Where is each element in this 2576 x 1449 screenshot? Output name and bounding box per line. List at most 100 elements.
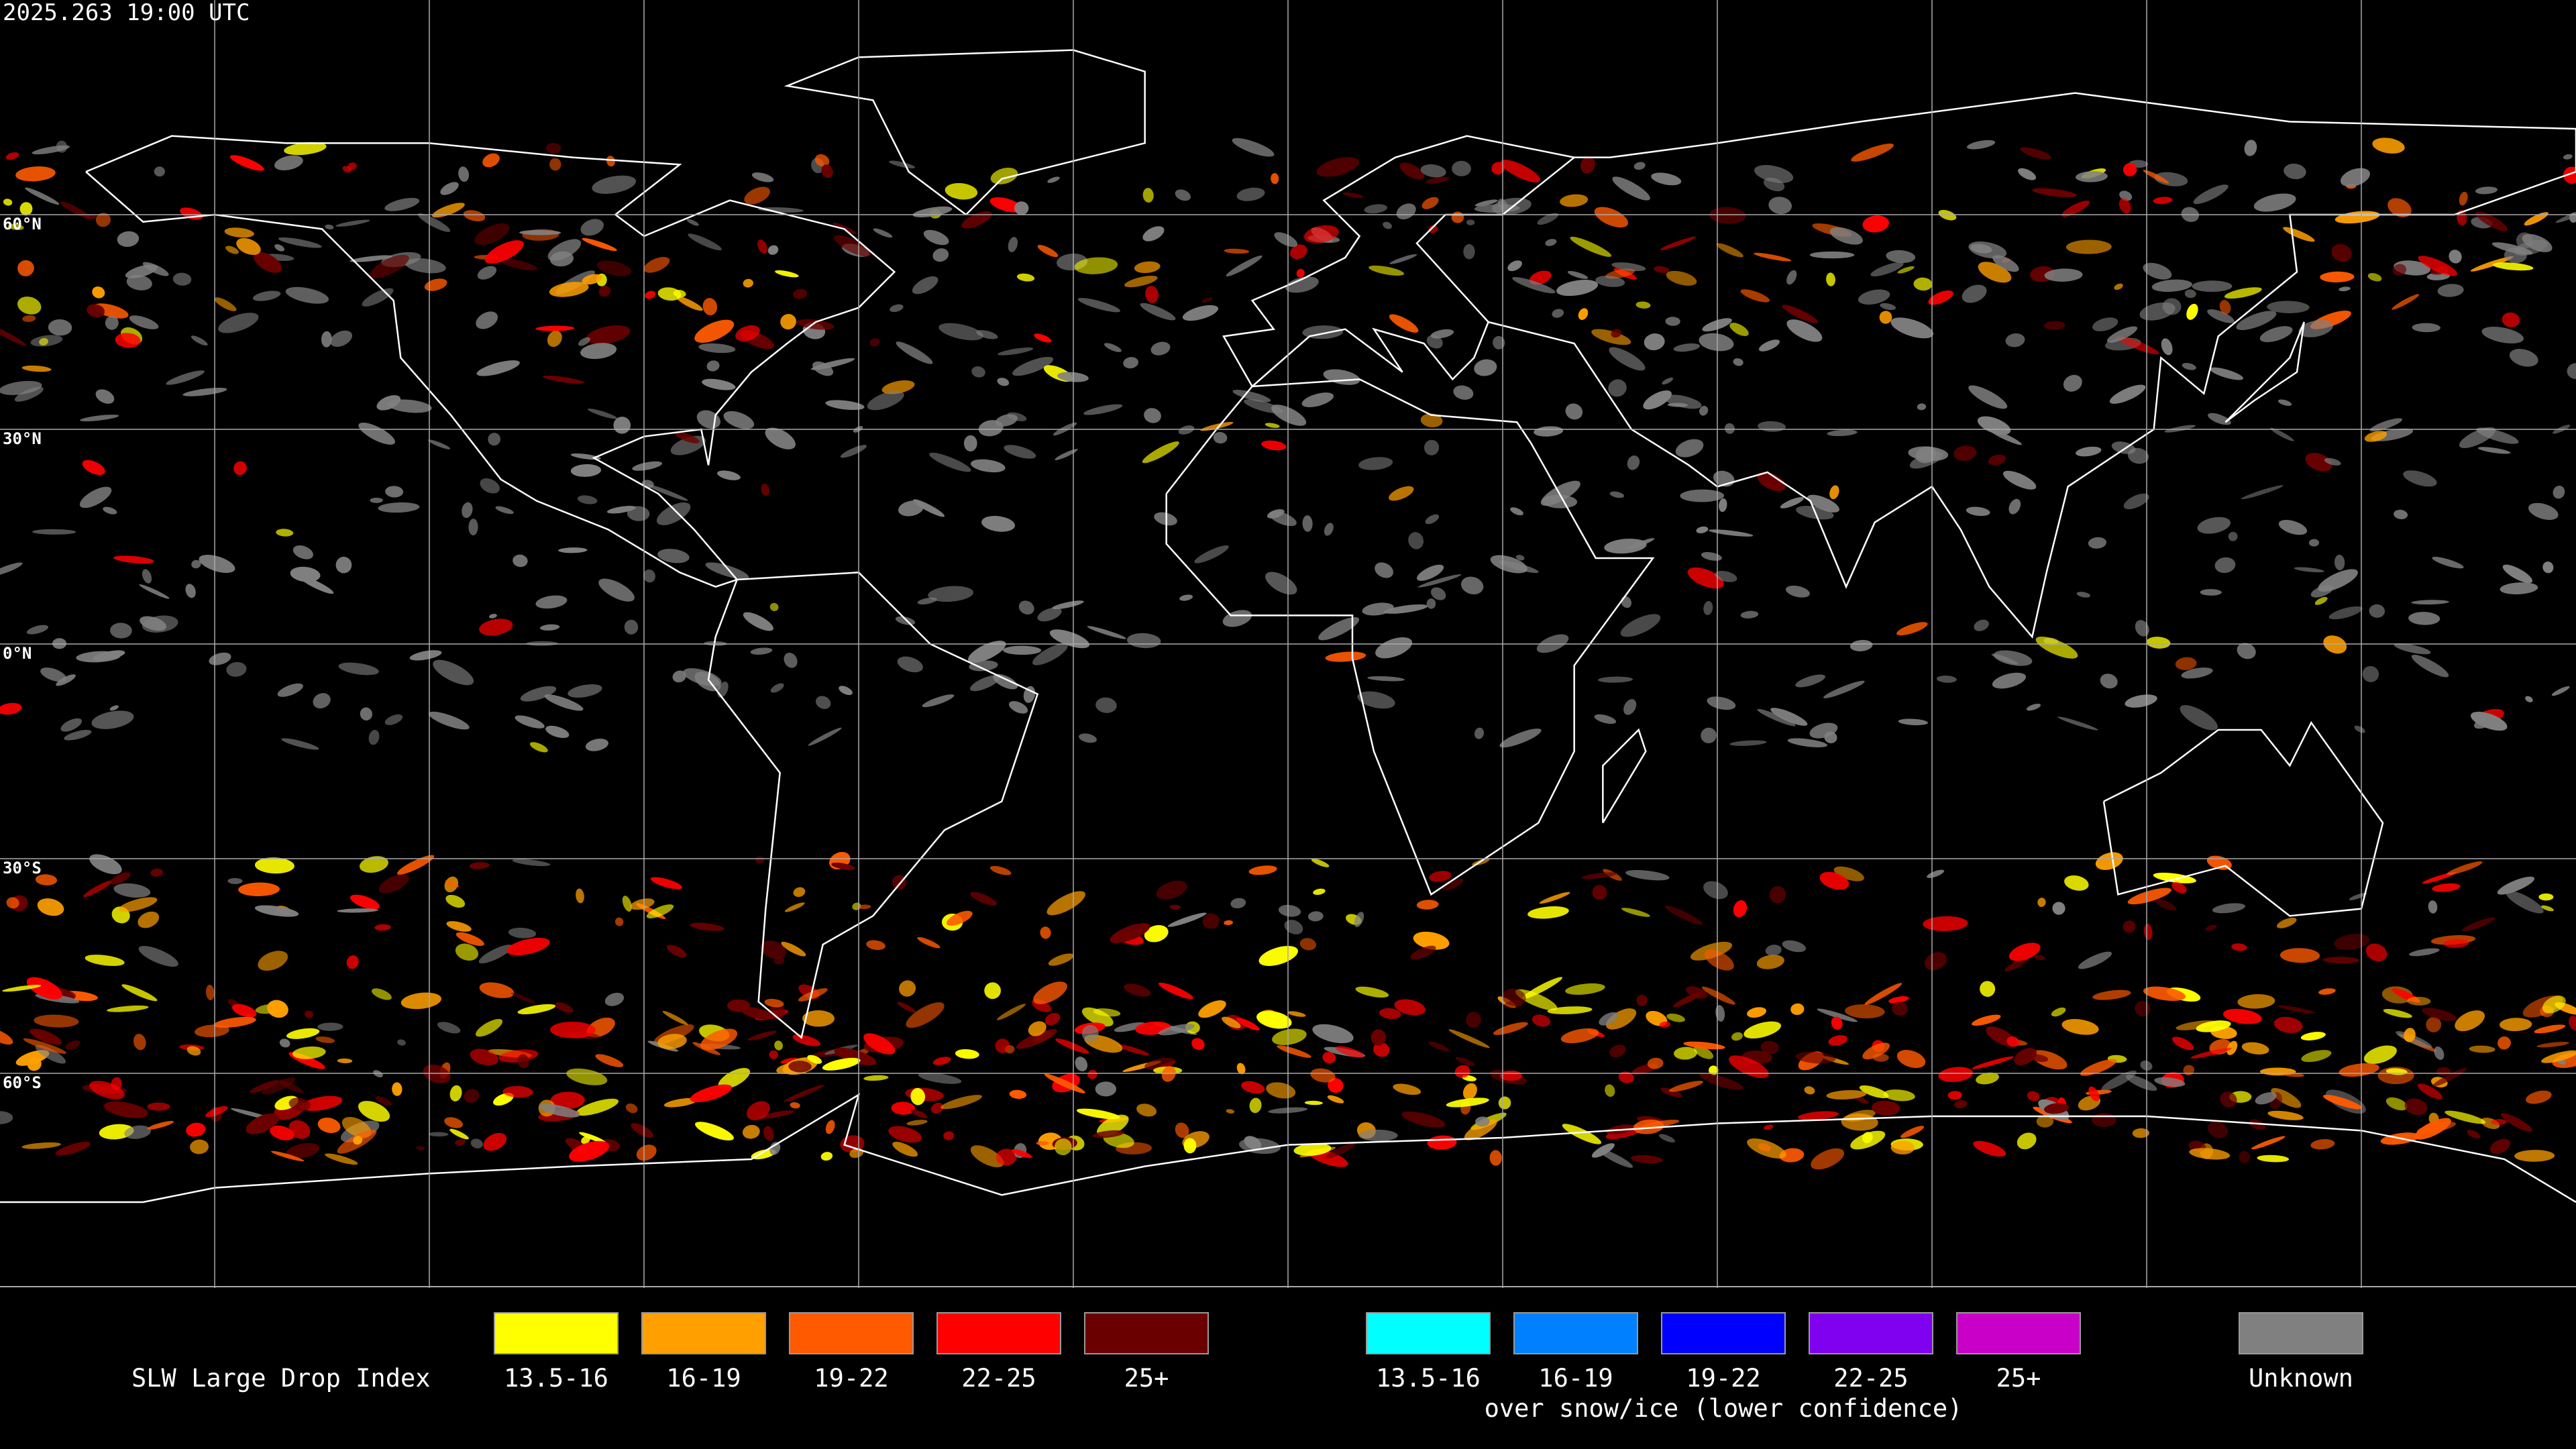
cloud-patch xyxy=(226,661,247,677)
cloud-patch xyxy=(881,380,915,394)
cloud-patch xyxy=(205,984,215,1001)
cloud-patch xyxy=(943,1131,955,1140)
cloud-patch xyxy=(2459,427,2496,448)
cloud-patch xyxy=(1008,237,1018,252)
cloud-patch xyxy=(2014,1047,2037,1065)
cloud-patch xyxy=(1644,333,1665,351)
cloud-patch xyxy=(1591,329,1631,345)
cloud-patch xyxy=(636,1144,657,1161)
cloud-patch xyxy=(384,714,403,725)
cloud-patch xyxy=(105,315,119,330)
cloud-patch xyxy=(1591,1143,1615,1158)
cloud-patch xyxy=(277,683,303,697)
cloud-patch xyxy=(767,245,779,255)
cloud-patch xyxy=(928,586,973,602)
cloud-patch xyxy=(1049,629,1089,649)
cloud-patch xyxy=(1666,1013,1685,1022)
cloud-patch xyxy=(292,545,313,559)
cloud-patch xyxy=(2143,986,2186,1002)
cloud-patch xyxy=(2181,667,2213,679)
cloud-patch xyxy=(2404,1028,2416,1042)
cloud-patch xyxy=(2525,696,2533,702)
cloud-patch xyxy=(1809,722,1838,739)
cloud-patch xyxy=(582,274,602,285)
cloud-patch xyxy=(1142,188,1154,203)
cloud-patch xyxy=(1055,1038,1089,1054)
cloud-patch xyxy=(1708,529,1754,537)
cloud-patch xyxy=(2006,1036,2020,1047)
cloud-patch xyxy=(580,343,617,360)
cloud-patch xyxy=(115,333,141,348)
cloud-patch xyxy=(2220,1091,2237,1108)
cloud-patch xyxy=(995,1038,1010,1053)
cloud-patch xyxy=(1819,871,1849,890)
cloud-patch xyxy=(2475,186,2498,195)
cloud-patch xyxy=(814,154,830,167)
cloud-patch xyxy=(1701,986,1735,1005)
cloud-patch xyxy=(570,464,602,477)
cloud-patch xyxy=(480,478,500,494)
cloud-patch xyxy=(1145,285,1159,303)
cloud-patch xyxy=(1213,431,1228,444)
cloud-patch xyxy=(932,248,949,262)
cloud-patch xyxy=(2123,920,2136,933)
cloud-patch xyxy=(1731,1032,1743,1041)
cloud-patch xyxy=(1765,945,1782,956)
cloud-patch xyxy=(2146,637,2171,649)
cloud-patch xyxy=(840,445,867,458)
cloud-patch xyxy=(22,315,36,322)
cloud-patch xyxy=(346,955,359,969)
cloud-patch xyxy=(1278,904,1301,917)
cloud-patch xyxy=(656,502,691,525)
cloud-patch xyxy=(769,1142,781,1155)
cloud-patch xyxy=(1460,576,1484,595)
cloud-patch xyxy=(663,1097,698,1108)
cloud-patch xyxy=(1612,176,1650,201)
cloud-patch xyxy=(0,562,23,576)
cloud-patch xyxy=(863,1033,896,1055)
cloud-patch xyxy=(2403,470,2437,487)
cloud-patch xyxy=(1236,1063,1246,1075)
cloud-patch xyxy=(1540,480,1580,506)
cloud-patch xyxy=(400,992,441,1010)
legend-swatch xyxy=(789,1312,914,1354)
cloud-patch xyxy=(2008,943,2041,961)
cloud-patch xyxy=(1685,986,1708,999)
cloud-patch xyxy=(1175,189,1191,201)
latitude-label: 30°S xyxy=(3,859,42,877)
cloud-patch xyxy=(802,1010,835,1027)
cloud-patch xyxy=(479,619,513,636)
cloud-patch xyxy=(585,739,608,751)
cloud-patch xyxy=(1512,277,1556,294)
cloud-patch xyxy=(433,659,474,686)
cloud-patch xyxy=(750,647,773,655)
cloud-patch xyxy=(1763,1124,1774,1130)
cloud-patch xyxy=(1399,162,1425,180)
coastline xyxy=(1488,92,2576,639)
cloud-patch xyxy=(1389,486,1414,501)
cloud-patch xyxy=(1954,1099,1968,1109)
cloud-patch xyxy=(87,304,105,317)
cloud-patch xyxy=(2522,233,2553,252)
cloud-patch xyxy=(338,662,379,676)
cloud-patch xyxy=(1913,277,1933,291)
cloud-patch xyxy=(1831,1016,1843,1030)
cloud-patch xyxy=(970,892,998,906)
cloud-patch xyxy=(1828,1035,1848,1046)
cloud-patch xyxy=(1747,1138,1786,1159)
cloud-patch xyxy=(476,1018,503,1037)
cloud-patch xyxy=(1795,674,1825,688)
cloud-patch xyxy=(1790,1003,1805,1016)
cloud-patch xyxy=(2469,1045,2496,1053)
cloud-patch xyxy=(1947,1091,1962,1100)
cloud-patch xyxy=(371,988,392,1000)
cloud-patch xyxy=(866,940,885,951)
cloud-patch xyxy=(1336,1046,1364,1058)
cloud-patch xyxy=(1716,243,1743,258)
cloud-patch xyxy=(961,211,992,229)
cloud-patch xyxy=(625,1103,638,1114)
cloud-patch xyxy=(1401,1111,1446,1128)
cloud-patch xyxy=(2318,988,2336,995)
cloud-patch xyxy=(2132,1128,2150,1138)
cloud-patch xyxy=(91,710,134,729)
